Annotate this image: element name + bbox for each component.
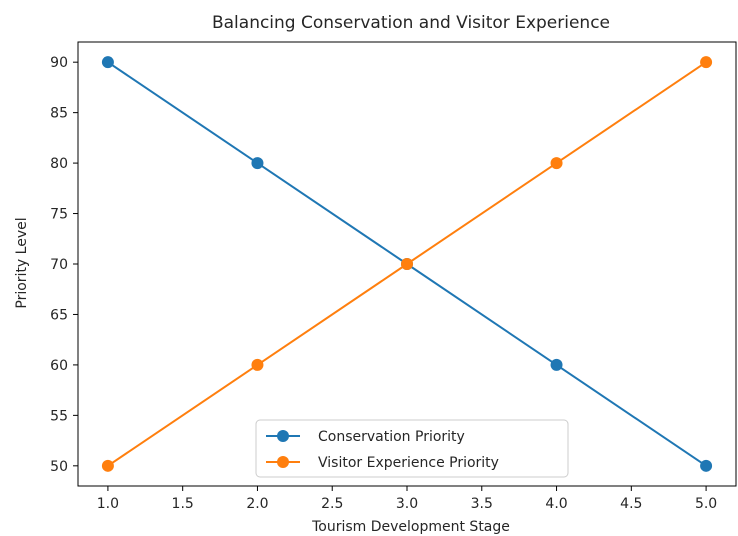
data-point (401, 258, 413, 270)
y-tick-label: 80 (50, 156, 68, 172)
x-tick-label: 3.5 (471, 496, 493, 512)
data-point (700, 459, 713, 472)
y-tick-label: 70 (50, 257, 68, 273)
series-visitor-experience-priority (101, 56, 713, 472)
data-point (101, 56, 114, 69)
legend-marker (277, 430, 289, 442)
legend-item: Visitor Experience Priority (266, 455, 499, 471)
y-tick-label: 90 (50, 55, 68, 71)
x-tick-label: 2.0 (246, 496, 268, 512)
data-point (550, 157, 563, 170)
y-tick-label: 65 (50, 307, 68, 323)
legend-label: Conservation Priority (318, 429, 465, 445)
legend: Conservation Priority Visitor Experience … (255, 419, 569, 478)
legend-label: Visitor Experience Priority (318, 455, 499, 471)
x-tick-label: 4.0 (545, 496, 567, 512)
y-axis: 50 55 60 65 70 75 80 85 90 (50, 55, 78, 475)
x-tick-label: 1.0 (97, 496, 119, 512)
legend-marker (277, 456, 289, 468)
y-tick-label: 85 (50, 106, 68, 122)
x-axis-label: Tourism Development Stage (311, 519, 510, 535)
x-tick-label: 4.5 (620, 496, 642, 512)
data-point (700, 56, 713, 69)
data-point (251, 358, 264, 371)
y-axis-label: Priority Level (14, 217, 30, 308)
x-tick-label: 3.0 (396, 496, 418, 512)
x-axis: 1.0 1.5 2.0 2.5 3.0 3.5 4.0 4.5 5.0 (97, 486, 717, 512)
x-tick-label: 1.5 (172, 496, 194, 512)
x-tick-label: 5.0 (695, 496, 717, 512)
y-tick-label: 55 (50, 408, 68, 424)
data-point (101, 459, 114, 472)
plot-area (77, 41, 737, 487)
y-tick-label: 60 (50, 358, 68, 374)
x-tick-label: 2.5 (321, 496, 343, 512)
data-point (251, 157, 264, 170)
y-tick-label: 50 (50, 459, 68, 475)
y-tick-label: 75 (50, 207, 68, 223)
chart-title: Balancing Conservation and Visitor Exper… (212, 13, 610, 33)
data-point (550, 358, 563, 371)
legend-box (255, 419, 569, 478)
legend-item: Conservation Priority (266, 429, 465, 445)
